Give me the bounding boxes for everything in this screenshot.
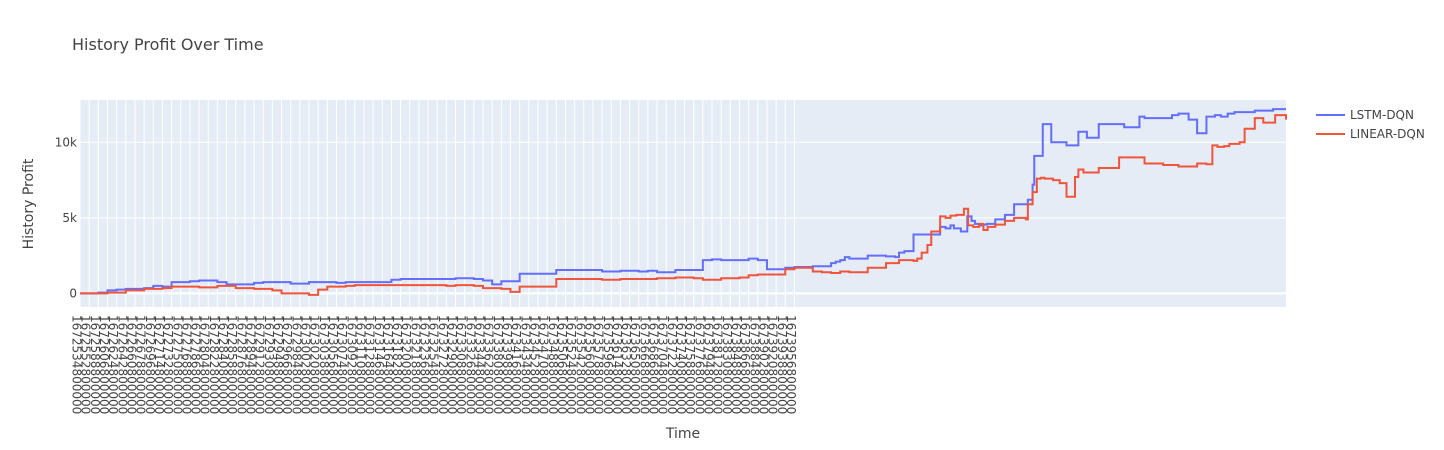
x-tick-label: 1673704800000 bbox=[656, 315, 670, 414]
x-tick-label: 1673920800000 bbox=[766, 315, 780, 414]
x-tick-label: 1673722800000 bbox=[665, 315, 679, 414]
x-tick-label: 1673200800000 bbox=[399, 315, 413, 414]
x-tick-label: 1673866800000 bbox=[738, 315, 752, 414]
x-tick-label: 1673146800000 bbox=[372, 315, 386, 414]
x-tick-label: 1673938800000 bbox=[775, 315, 789, 414]
x-tick-label: 1672858800000 bbox=[225, 315, 239, 414]
x-tick-label: 1672678800000 bbox=[134, 315, 148, 414]
y-axis-title: History Profit bbox=[21, 158, 37, 249]
legend-item-lstm-dqn[interactable]: LSTM-DQN bbox=[1316, 108, 1414, 122]
x-tick-label: 1673290800000 bbox=[445, 315, 459, 414]
x-tick-label: 1672984800000 bbox=[289, 315, 303, 414]
x-tick-label: 1673812800000 bbox=[711, 315, 725, 414]
x-tick-label: 1672786800000 bbox=[189, 315, 203, 414]
x-tick-label: 1673308800000 bbox=[454, 315, 468, 414]
x-tick-label: 1673380800000 bbox=[491, 315, 505, 414]
x-tick-label: 1673326800000 bbox=[463, 315, 477, 414]
x-tick-label: 1673002800000 bbox=[298, 315, 312, 414]
x-tick-label: 1673488800000 bbox=[546, 315, 560, 414]
x-tick-label: 1672930800000 bbox=[262, 315, 276, 414]
x-tick-label: 1672840800000 bbox=[216, 315, 230, 414]
x-tick-label: 1673056800000 bbox=[326, 315, 340, 414]
x-tick-label: 1672768800000 bbox=[179, 315, 193, 414]
x-tick-label: 1672642800000 bbox=[115, 315, 129, 414]
y-tick-label: 10k bbox=[55, 135, 77, 149]
x-tick-label: 1672804800000 bbox=[198, 315, 212, 414]
x-tick-label: 1673452800000 bbox=[527, 315, 541, 414]
x-tick-label: 1672732800000 bbox=[161, 315, 175, 414]
x-tick-label: 1672534800000 bbox=[70, 315, 84, 414]
x-tick-label: 1672714800000 bbox=[152, 315, 166, 414]
x-tick-label: 1673668800000 bbox=[637, 315, 651, 414]
x-tick-label: 1673164800000 bbox=[381, 315, 395, 414]
x-tick-label: 1673560800000 bbox=[582, 315, 596, 414]
x-tick-label: 1672948800000 bbox=[271, 315, 285, 414]
x-tick-label: 1673632800000 bbox=[619, 315, 633, 414]
y-tick-label: 0 bbox=[69, 286, 77, 300]
x-tick-label: 1673884800000 bbox=[747, 315, 761, 414]
x-tick-label: 1673848800000 bbox=[729, 315, 743, 414]
x-tick-labels: 1672534800000167255280000016725888000001… bbox=[70, 315, 798, 414]
x-tick-label: 1673182800000 bbox=[390, 315, 404, 414]
x-tick-label: 1672966800000 bbox=[280, 315, 294, 414]
chart-title: History Profit Over Time bbox=[72, 35, 264, 54]
legend-label: LSTM-DQN bbox=[1350, 108, 1414, 122]
x-tick-label: 1673794800000 bbox=[702, 315, 716, 414]
x-tick-label: 1673740800000 bbox=[674, 315, 688, 414]
y-tick-labels: 0 5k 10k bbox=[55, 135, 77, 300]
legend-item-linear-dqn[interactable]: LINEAR-DQN bbox=[1316, 127, 1425, 141]
x-tick-label: 1672750800000 bbox=[170, 315, 184, 414]
x-tick-label: 1673218800000 bbox=[408, 315, 422, 414]
x-tick-label: 1673902800000 bbox=[756, 315, 770, 414]
x-tick-label: 1672912800000 bbox=[253, 315, 267, 414]
x-tick-label: 1672822800000 bbox=[207, 315, 221, 414]
legend-label: LINEAR-DQN bbox=[1350, 127, 1425, 141]
x-tick-label: 1673398800000 bbox=[500, 315, 514, 414]
x-tick-label: 1672660800000 bbox=[124, 315, 138, 414]
x-tick-label: 1672624800000 bbox=[106, 315, 120, 414]
x-tick-label: 1672588800000 bbox=[88, 315, 102, 414]
x-tick-label: 1672552800000 bbox=[79, 315, 93, 414]
x-tick-label: 1673542800000 bbox=[573, 315, 587, 414]
x-tick-label: 1673344800000 bbox=[473, 315, 487, 414]
x-tick-label: 1673830800000 bbox=[720, 315, 734, 414]
x-tick-label: 1673110800000 bbox=[353, 315, 367, 414]
y-tick-label: 5k bbox=[62, 211, 77, 225]
series-line-linear-dqn bbox=[80, 114, 1287, 296]
x-tick-label: 1673524800000 bbox=[564, 315, 578, 414]
x-axis-title: Time bbox=[665, 426, 700, 442]
x-tick-label: 1673758800000 bbox=[683, 315, 697, 414]
x-tick-label: 1673020800000 bbox=[308, 315, 322, 414]
x-tick-label: 1673776800000 bbox=[692, 315, 706, 414]
x-tick-label: 1673038800000 bbox=[317, 315, 331, 414]
x-tick-label: 1673470800000 bbox=[537, 315, 551, 414]
x-tick-label: 1673650800000 bbox=[628, 315, 642, 414]
x-tick-label: 1673128800000 bbox=[363, 315, 377, 414]
x-tick-label: 1672696800000 bbox=[143, 315, 157, 414]
x-tick-label: 1673236800000 bbox=[418, 315, 432, 414]
x-tick-label: 1673578800000 bbox=[592, 315, 606, 414]
series-line-lstm-dqn bbox=[80, 108, 1286, 295]
x-tick-label: 1673434800000 bbox=[518, 315, 532, 414]
plot-area bbox=[80, 100, 1286, 307]
x-tick-label: 1672606800000 bbox=[97, 315, 111, 414]
x-tick-label: 1673074800000 bbox=[335, 315, 349, 414]
x-tick-label: 1673614800000 bbox=[610, 315, 624, 414]
legend[interactable]: LSTM-DQN LINEAR-DQN bbox=[1316, 108, 1425, 141]
x-tick-label: 1673092800000 bbox=[344, 315, 358, 414]
x-tick-label: 1673956800000 bbox=[784, 315, 798, 414]
x-tick-label: 1673596800000 bbox=[601, 315, 615, 414]
x-tick-label: 1673272800000 bbox=[436, 315, 450, 414]
x-gridlines bbox=[79, 100, 795, 307]
x-tick-label: 1673362800000 bbox=[482, 315, 496, 414]
x-tick-label: 1673686800000 bbox=[647, 315, 661, 414]
series-layer bbox=[80, 108, 1287, 296]
x-tick-label: 1673506800000 bbox=[555, 315, 569, 414]
x-tick-label: 1673416800000 bbox=[509, 315, 523, 414]
x-tick-label: 1672894800000 bbox=[244, 315, 258, 414]
x-tick-label: 1673254800000 bbox=[427, 315, 441, 414]
x-tick-label: 1672876800000 bbox=[234, 315, 248, 414]
